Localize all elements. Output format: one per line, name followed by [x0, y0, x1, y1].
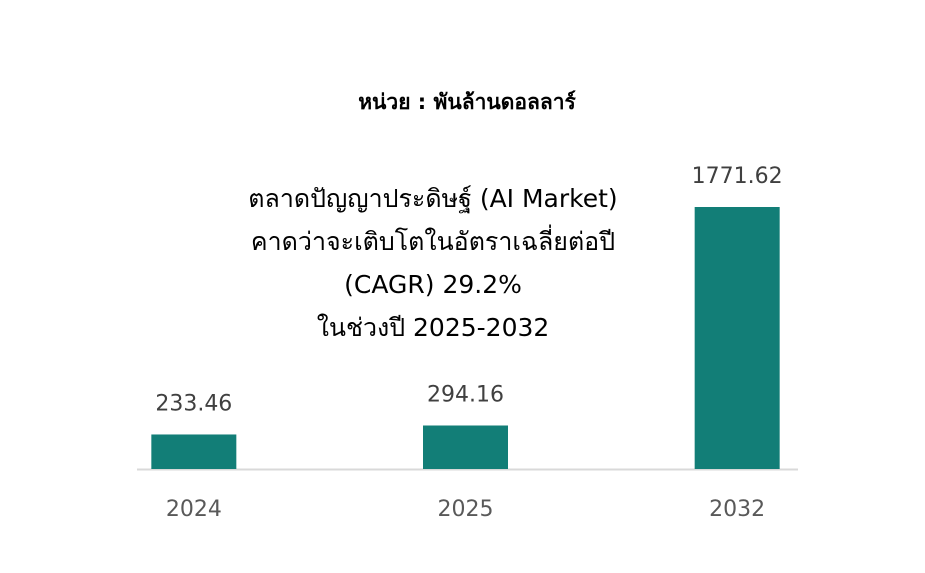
unit-label: หน่วย : พันล้านดอลลาร์ — [358, 90, 576, 114]
annotation-line: ในช่วงปี 2025-2032 — [317, 313, 550, 342]
annotation-line: คาดว่าจะเติบโตในอัตราเฉลี่ยต่อปี — [251, 224, 615, 256]
annotation-line: ตลาดปัญญาประดิษฐ์ (AI Market) — [248, 184, 617, 213]
bar — [694, 207, 780, 469]
annotation-line: (CAGR) 29.2% — [344, 270, 522, 299]
x-tick-label: 2032 — [709, 497, 765, 522]
x-tick-label: 2024 — [166, 497, 222, 522]
bar — [151, 434, 237, 469]
value-label: 233.46 — [155, 391, 232, 416]
x-tick-label: 2025 — [438, 497, 494, 522]
bar — [423, 425, 508, 469]
value-label: 294.16 — [427, 382, 504, 407]
value-label: 1771.62 — [692, 164, 783, 189]
